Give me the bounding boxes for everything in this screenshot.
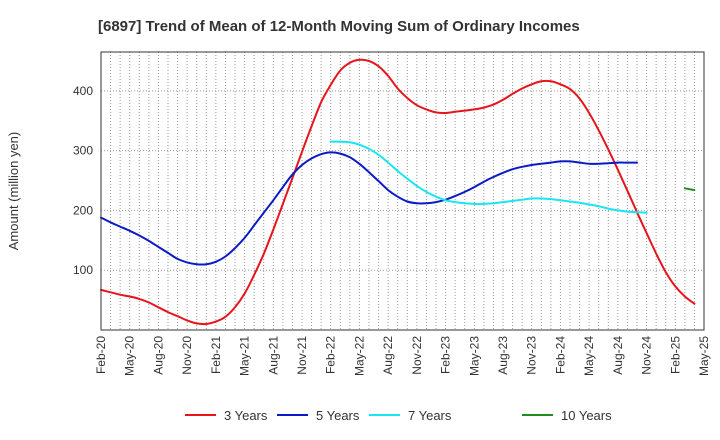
- x-tick-label: Nov-21: [295, 336, 309, 375]
- legend-label: 10 Years: [561, 408, 612, 423]
- y-axis-label: Amount (million yen): [6, 132, 21, 251]
- x-tick-labels: Feb-20 May-20 Aug-20 Nov-20 Feb-21 May-21 Aug-…: [94, 336, 711, 376]
- legend: 3 Years 5 Years 7 Years 10 Years: [185, 408, 612, 423]
- legend-item: 3 Years: [185, 408, 268, 423]
- x-tick-label: Nov-23: [525, 336, 539, 375]
- x-tick-label: Aug-23: [496, 336, 510, 375]
- y-tick-labels: 100 200 300 400: [73, 84, 93, 277]
- x-tick-label: Aug-24: [611, 336, 625, 375]
- x-tick-label: Nov-24: [640, 336, 654, 375]
- y-tick-label: 400: [73, 84, 93, 98]
- legend-item: 7 Years: [369, 408, 452, 423]
- grid: [101, 52, 704, 330]
- plot-frame: [100, 51, 705, 331]
- legend-label: 5 Years: [316, 408, 360, 423]
- series-lines: [100, 58, 696, 326]
- plot-area: [101, 52, 704, 330]
- x-tick-label: May-20: [123, 336, 137, 376]
- x-tick-label: Feb-20: [94, 336, 108, 374]
- x-tick-label: Feb-24: [553, 336, 567, 374]
- series-line-3-years: [100, 58, 696, 326]
- x-tick-label: Feb-23: [439, 336, 453, 374]
- series-line-7-years: [329, 140, 648, 214]
- legend-item: 10 Years: [522, 408, 612, 423]
- y-tick-label: 100: [73, 263, 93, 277]
- x-tick-label: Nov-20: [180, 336, 194, 375]
- x-tick-label: Aug-21: [266, 336, 280, 375]
- x-tick-label: May-21: [238, 336, 252, 376]
- chart-title: [6897] Trend of Mean of 12-Month Moving …: [98, 18, 580, 35]
- x-tick-label: Aug-22: [381, 336, 395, 375]
- x-tick-label: May-25: [697, 336, 711, 376]
- x-tick-label: Aug-20: [151, 336, 165, 375]
- series-line-5-years: [100, 151, 638, 266]
- y-tick-label: 200: [73, 203, 93, 217]
- legend-label: 7 Years: [408, 408, 452, 423]
- series-line-10-years: [683, 187, 696, 192]
- y-tick-label: 300: [73, 144, 93, 158]
- legend-item: 5 Years: [277, 408, 360, 423]
- x-tick-label: May-22: [352, 336, 366, 376]
- legend-label: 3 Years: [224, 408, 268, 423]
- x-tick-label: Feb-25: [668, 336, 682, 374]
- x-tick-label: May-24: [582, 336, 596, 376]
- x-tick-label: Feb-21: [209, 336, 223, 374]
- x-tick-label: Nov-22: [410, 336, 424, 375]
- x-tick-label: Feb-22: [324, 336, 338, 374]
- x-tick-label: May-23: [467, 336, 481, 376]
